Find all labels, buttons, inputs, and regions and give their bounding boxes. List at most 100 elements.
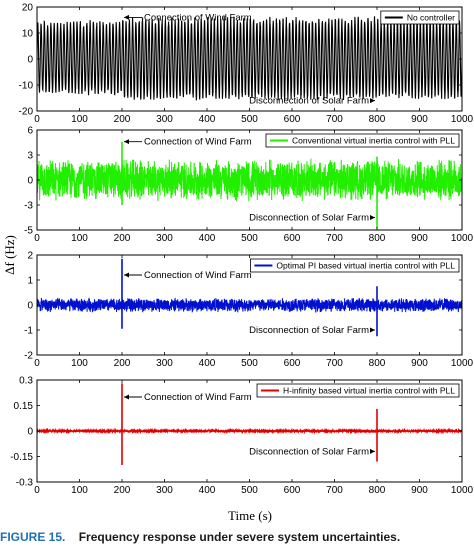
annotation-disconnection: Disconnection of Solar Farm — [249, 96, 375, 107]
x-tick-label: 0 — [34, 485, 40, 496]
x-tick-label: 1000 — [451, 114, 474, 125]
y-tick-label: 0 — [27, 301, 33, 312]
legend: H-infinity based virtual inertia control… — [256, 383, 460, 398]
series-line — [37, 427, 462, 435]
x-tick-label: 700 — [326, 358, 343, 369]
annotation-label: Connection of Wind Farm — [144, 392, 252, 403]
arrow-head-icon — [370, 215, 375, 220]
x-tick-label: 900 — [411, 233, 428, 244]
series-3 — [37, 258, 462, 337]
x-tick-label: 100 — [71, 358, 88, 369]
x-tick-label: 0 — [34, 114, 40, 125]
y-tick-label: 20 — [22, 3, 34, 14]
legend: Optimal PI based virtual inertia control… — [250, 258, 460, 273]
y-tick-label: 0 — [27, 176, 33, 187]
annotation-label: Connection of Wind Farm — [144, 12, 252, 23]
x-tick-label: 900 — [411, 485, 428, 496]
legend-label: Optimal PI based virtual inertia control… — [276, 261, 455, 271]
annotation-disconnection: Disconnection of Solar Farm — [249, 446, 375, 457]
x-tick-label: 0 — [34, 358, 40, 369]
x-tick-label: 600 — [284, 233, 301, 244]
x-tick-label: 100 — [71, 114, 88, 125]
x-tick-label: 300 — [156, 114, 173, 125]
arrow-head-icon — [124, 14, 129, 20]
x-tick-label: 200 — [114, 114, 131, 125]
annotation-disconnection: Disconnection of Solar Farm — [249, 325, 375, 336]
arrow-head-icon — [124, 139, 129, 145]
x-tick-label: 400 — [199, 485, 216, 496]
x-tick-label: 200 — [114, 358, 131, 369]
y-tick-label: 0 — [27, 55, 33, 66]
x-tick-label: 300 — [156, 358, 173, 369]
x-tick-label: 100 — [71, 233, 88, 244]
x-tick-label: 500 — [241, 233, 258, 244]
x-tick-label: 200 — [114, 485, 131, 496]
x-tick-label: 1000 — [451, 485, 474, 496]
legend: Conventional virtual inertia control wit… — [265, 133, 460, 148]
annotation-label: Connection of Wind Farm — [144, 137, 252, 148]
legend-label: Conventional virtual inertia control wit… — [292, 136, 455, 146]
x-tick-label: 600 — [284, 114, 301, 125]
figure-caption: FIGURE 15. Frequency response under seve… — [0, 530, 474, 545]
annotation-connection: Connection of Wind Farm — [124, 137, 252, 148]
x-tick-label: 1000 — [451, 233, 474, 244]
arrow-head-icon — [370, 327, 375, 333]
x-tick-label: 300 — [156, 485, 173, 496]
arrow-head-icon — [370, 98, 375, 104]
legend: No controller — [380, 10, 460, 25]
y-tick-label: -20 — [19, 107, 34, 118]
x-tick-label: 800 — [369, 358, 386, 369]
x-tick-label: 600 — [284, 485, 301, 496]
panel-3: 0 100 200 300 400 500 600 700 800 900 1000 -2 -1 0 1 2 O… — [24, 251, 473, 370]
panel-1: 0 100 200 300 400 500 600 700 800 900 1000 -20 -10 0 1… — [19, 3, 474, 126]
y-tick-label: 0.3 — [19, 376, 33, 387]
x-tick-label: 600 — [284, 358, 301, 369]
x-tick-label: 100 — [71, 485, 88, 496]
figure-caption-label: FIGURE 15. — [0, 530, 66, 544]
legend-box — [265, 133, 460, 148]
panel-2: 0 100 200 300 400 500 600 700 800 900 1000 -5 -3 0 3 6 C… — [24, 126, 473, 245]
series-1 — [37, 16, 462, 101]
arrow-head-icon — [370, 448, 375, 454]
series-2 — [37, 141, 462, 229]
annotation-label: Connection of Wind Farm — [144, 270, 252, 281]
annotation-label: Disconnection of Solar Farm — [249, 213, 369, 224]
legend-box — [256, 383, 460, 398]
x-tick-label: 700 — [326, 233, 343, 244]
y-tick-label: 2 — [27, 251, 33, 262]
x-tick-label: 1000 — [451, 358, 474, 369]
series-line — [37, 297, 462, 314]
y-tick-label: 0.15 — [14, 401, 34, 412]
series-4 — [37, 383, 462, 465]
y-tick-label: 1 — [27, 276, 33, 287]
shared-y-axis-label: Δf (Hz) — [2, 235, 17, 275]
x-tick-label: 0 — [34, 233, 40, 244]
series-line — [37, 16, 462, 101]
x-tick-label: 900 — [411, 114, 428, 125]
y-tick-label: -0.3 — [16, 478, 34, 489]
annotation-disconnection: Disconnection of Solar Farm — [249, 213, 375, 224]
legend-box — [380, 10, 460, 25]
arrow-head-icon — [124, 272, 129, 278]
annotation-connection: Connection of Wind Farm — [124, 270, 252, 281]
x-tick-label: 400 — [199, 233, 216, 244]
annotation-label: Disconnection of Solar Farm — [249, 446, 369, 457]
x-tick-label: 300 — [156, 233, 173, 244]
annotation-connection: Connection of Wind Farm — [124, 12, 252, 23]
y-tick-label: 6 — [27, 126, 33, 137]
figure-caption-text: Frequency response under severe system u… — [78, 530, 401, 544]
y-tick-label: 10 — [22, 29, 34, 40]
x-tick-label: 500 — [241, 485, 258, 496]
x-tick-label: 200 — [114, 233, 131, 244]
x-tick-label: 500 — [241, 358, 258, 369]
y-tick-label: -10 — [19, 81, 34, 92]
y-tick-label: 0 — [27, 427, 33, 438]
x-tick-label: 400 — [199, 358, 216, 369]
series-line — [37, 158, 462, 202]
legend-label: No controller — [407, 13, 455, 23]
y-tick-label: 3 — [27, 151, 33, 162]
x-tick-label: 800 — [369, 114, 386, 125]
x-tick-label: 700 — [326, 485, 343, 496]
shared-x-axis-label: Time (s) — [228, 508, 272, 523]
